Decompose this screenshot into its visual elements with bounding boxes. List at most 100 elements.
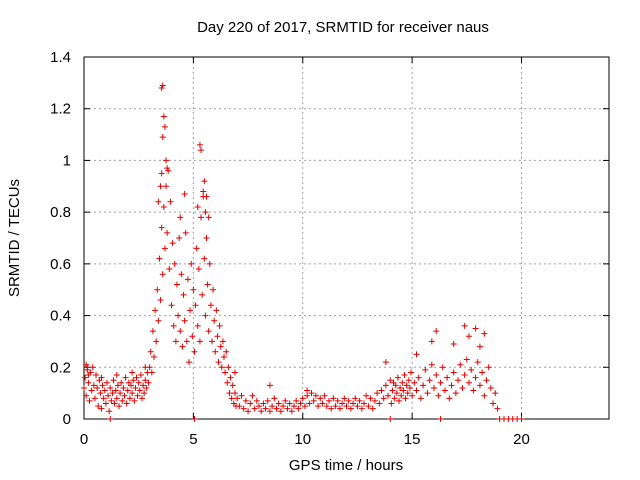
data-point (122, 374, 129, 381)
data-point (433, 372, 440, 379)
data-point (108, 397, 115, 404)
x-tick-labels: 0 5 10 15 20 (80, 431, 530, 448)
x-axis-label: GPS time / hours (289, 457, 403, 474)
data-point (245, 408, 252, 415)
data-point (198, 214, 205, 221)
data-point (260, 400, 267, 407)
data-point (140, 382, 147, 389)
plot-area-frame (83, 56, 610, 420)
data-point (361, 400, 367, 407)
data-point (310, 397, 317, 404)
data-point (90, 382, 97, 389)
data-point (194, 203, 201, 210)
data-point (193, 245, 200, 252)
data-point (201, 178, 208, 185)
data-point (389, 387, 396, 394)
data-point (143, 384, 150, 391)
data-point (109, 390, 116, 397)
data-point (466, 333, 472, 340)
data-point (323, 403, 330, 410)
data-point (304, 392, 311, 399)
grid-lines (84, 57, 609, 419)
data-point (385, 392, 392, 399)
data-point (452, 390, 459, 397)
data-point (291, 403, 297, 410)
data-point (145, 379, 152, 386)
data-point (222, 369, 229, 376)
y-tick-label: 1.2 (50, 101, 71, 118)
data-point (121, 392, 128, 399)
data-point (149, 328, 156, 335)
data-point (382, 359, 389, 366)
data-point (365, 403, 372, 410)
data-point (213, 307, 220, 314)
data-point (297, 400, 304, 407)
data-point (388, 400, 395, 407)
data-point (339, 400, 346, 407)
data-point (518, 416, 525, 422)
x-tick-label: 10 (294, 431, 311, 448)
data-point (420, 382, 427, 389)
data-point (177, 214, 184, 221)
data-point (205, 328, 212, 335)
data-point (273, 405, 280, 412)
data-point (160, 203, 167, 210)
data-point (86, 397, 93, 404)
data-point (158, 85, 165, 92)
x-tick-label: 15 (404, 431, 421, 448)
data-point (123, 400, 130, 407)
data-point (207, 302, 214, 309)
data-point (341, 395, 348, 402)
data-point (116, 403, 122, 410)
data-point (142, 364, 149, 371)
data-point (147, 348, 154, 355)
data-point (266, 408, 273, 415)
data-point (234, 395, 241, 402)
data-point (455, 377, 462, 384)
data-point (137, 372, 144, 379)
data-point (136, 387, 143, 394)
y-tick-label: 0.8 (50, 204, 71, 221)
data-point (159, 271, 166, 278)
data-point (181, 191, 188, 198)
data-point (124, 387, 131, 394)
data-point (485, 364, 492, 371)
data-point (148, 369, 155, 376)
x-tick-label: 20 (513, 431, 530, 448)
data-point (105, 392, 112, 399)
data-point (466, 379, 472, 386)
data-point (82, 374, 89, 381)
data-point (167, 198, 174, 205)
data-point (457, 361, 464, 368)
data-point (472, 374, 479, 381)
data-point (393, 390, 400, 397)
data-point (406, 384, 413, 391)
data-point (208, 338, 215, 345)
data-point (101, 387, 108, 394)
data-point (157, 297, 164, 304)
data-point (165, 167, 172, 174)
data-point (413, 387, 420, 394)
data-point (356, 397, 363, 404)
data-point (317, 395, 324, 402)
data-point (391, 395, 398, 402)
data-point (161, 245, 168, 252)
data-point (203, 235, 210, 241)
data-point (154, 286, 161, 293)
data-point (160, 113, 167, 120)
data-point (155, 198, 162, 205)
data-point (141, 390, 148, 397)
y-tick-label: 0.2 (50, 359, 71, 376)
data-point (437, 379, 444, 386)
data-point (129, 369, 136, 376)
data-point (135, 379, 142, 386)
data-point (490, 400, 497, 407)
data-point (459, 384, 466, 391)
data-point (133, 374, 140, 381)
data-point (188, 260, 195, 267)
data-point (280, 403, 287, 410)
data-point (138, 395, 145, 402)
data-point (201, 255, 208, 262)
data-point (210, 286, 217, 293)
data-point (242, 397, 249, 404)
